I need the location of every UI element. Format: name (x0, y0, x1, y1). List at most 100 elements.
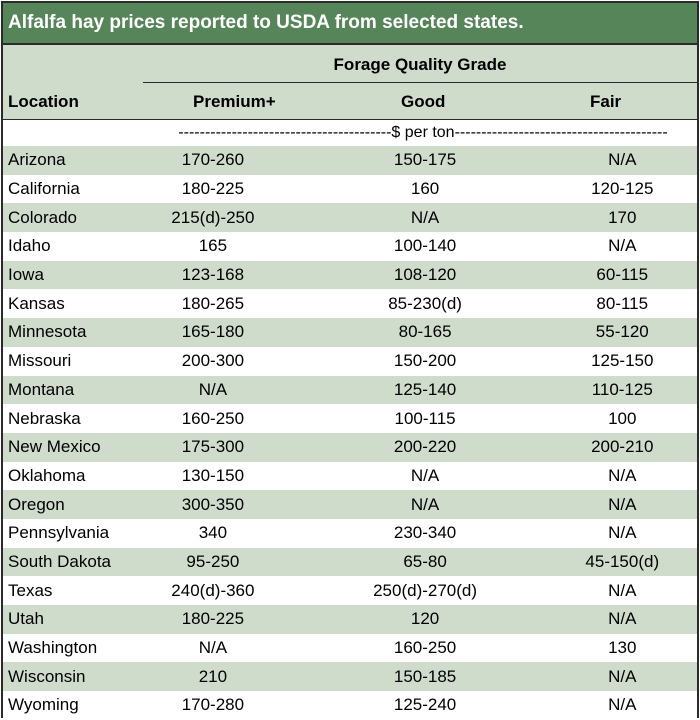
location-cell: Nebraska (8, 408, 81, 428)
fair-cell: 45-150(d) (585, 551, 660, 571)
fair-cell: 55-120 (595, 322, 649, 342)
premium-cell: 180-225 (181, 179, 245, 199)
table-row: Washington N/A 160-250 130 (3, 633, 697, 663)
forage-quality-grade-label: Forage Quality Grade (333, 55, 507, 74)
fair-cell: N/A (608, 150, 637, 170)
table-row: Nebraska 160-250 100-115 100 (3, 404, 697, 433)
premium-cell: N/A (198, 379, 228, 399)
fair-cell: 200-210 (591, 437, 654, 457)
premium-cell: 165 (198, 236, 228, 256)
location-cell: Minnesota (8, 322, 87, 342)
location-cell: Missouri (8, 351, 72, 371)
premium-cell: 123-168 (181, 265, 245, 285)
location-cell: Texas (8, 580, 53, 600)
good-cell: 65-80 (403, 551, 447, 571)
premium-cell: 130-150 (181, 465, 245, 485)
table-row: Texas 240(d)-360 250(d)-270(d) N/A (3, 576, 697, 605)
header-divider (143, 82, 697, 83)
premium-cell: 180-225 (181, 609, 245, 629)
fair-cell: N/A (608, 465, 637, 485)
table-row: Kansas 180-265 85-230(d) 80-115 (3, 289, 697, 319)
table-body: Arizona 170-260 150-175 N/A California 180-22… (3, 146, 697, 720)
good-cell: 125-240 (393, 695, 457, 715)
premium-cell: N/A (198, 638, 228, 658)
fair-cell: 80-115 (596, 293, 649, 313)
premium-cell: 200-300 (181, 351, 245, 371)
premium-cell: 300-350 (181, 494, 245, 514)
premium-cell: 165-180 (181, 322, 245, 342)
location-cell: Washington (8, 638, 98, 658)
location-cell: California (8, 179, 80, 199)
table-row: Iowa 123-168 108-120 60-115 (3, 260, 697, 290)
location-cell: Oklahoma (8, 465, 86, 485)
good-cell: 125-140 (393, 379, 457, 399)
premium-cell: 340 (198, 523, 228, 543)
location-cell: Montana (8, 379, 75, 399)
good-cell: 230-340 (393, 523, 457, 543)
premium-cell: 160-250 (181, 408, 245, 428)
table-row: Wisconsin 210 150-185 N/A (3, 662, 697, 692)
table-row: Arizona 170-260 150-175 N/A (3, 146, 697, 175)
good-cell: N/A (410, 207, 440, 227)
good-cell: 150-200 (393, 351, 457, 371)
fair-header: Fair (590, 92, 622, 111)
fair-cell: 125-150 (591, 351, 654, 371)
premium-header: Premium+ (193, 92, 276, 111)
premium-cell: 175-300 (181, 437, 245, 457)
location-cell: Kansas (8, 293, 65, 313)
good-cell: 100-140 (393, 236, 457, 256)
table-row: Colorado 215(d)-250 N/A 170 (3, 203, 697, 233)
premium-cell: 170-260 (181, 150, 245, 170)
good-cell: 108-120 (393, 265, 457, 285)
table-row: Utah 180-225 120 N/A (3, 605, 697, 634)
fair-cell: N/A (608, 666, 637, 686)
table-row: Montana N/A 125-140 110-125 (3, 375, 697, 405)
location-cell: Pennsylvania (8, 523, 110, 543)
table-row: Pennsylvania 340 230-340 N/A (3, 518, 697, 548)
fair-cell: N/A (608, 695, 637, 715)
table-header: Forage Quality Grade Location Premium+ G… (3, 45, 697, 120)
table-row: New Mexico 175-300 200-220 200-210 (3, 432, 697, 462)
location-cell: Oregon (8, 494, 65, 514)
good-cell: 250(d)-270(d) (373, 580, 478, 600)
fair-cell: N/A (608, 523, 637, 543)
fair-cell: N/A (608, 580, 637, 600)
good-cell: 85-230(d) (388, 293, 462, 313)
location-cell: Iowa (8, 265, 44, 285)
good-cell: 160 (410, 179, 440, 199)
fair-cell: N/A (608, 236, 637, 256)
location-cell: Wisconsin (8, 666, 86, 686)
good-cell: 160-250 (393, 638, 457, 658)
fair-cell: 120-125 (591, 179, 654, 199)
location-cell: Utah (8, 609, 44, 629)
table-row: Idaho 165 100-140 N/A (3, 232, 697, 261)
table-row: South Dakota 95-250 65-80 45-150(d) (3, 547, 697, 577)
fair-cell: N/A (608, 494, 637, 514)
premium-cell: 215(d)-250 (171, 207, 255, 227)
good-cell: 150-185 (393, 666, 457, 686)
fair-cell: 130 (608, 638, 637, 658)
location-header: Location (8, 92, 79, 111)
good-cell: 150-175 (393, 150, 457, 170)
table-title: Alfalfa hay prices reported to USDA from… (3, 3, 697, 45)
location-cell: Idaho (8, 236, 51, 256)
premium-cell: 210 (198, 666, 228, 686)
premium-cell: 240(d)-360 (171, 580, 255, 600)
table-row: Wyoming 170-280 125-240 N/A (3, 691, 697, 720)
table-row: Oregon 300-350 N/A N/A (3, 490, 697, 519)
location-cell: South Dakota (8, 551, 112, 571)
fair-cell: 170 (608, 207, 637, 227)
units-label: ----------------------------------------… (178, 124, 668, 141)
fair-cell: N/A (608, 609, 637, 629)
good-cell: 200-220 (393, 437, 457, 457)
location-cell: Wyoming (8, 695, 79, 715)
location-cell: New Mexico (8, 437, 101, 457)
units-row: ----------------------------------------… (3, 120, 697, 146)
location-cell: Colorado (8, 207, 77, 227)
good-cell: N/A (410, 494, 440, 514)
fair-cell: 60-115 (596, 265, 649, 285)
good-cell: 80-165 (398, 322, 452, 342)
table-row: Missouri 200-300 150-200 125-150 (3, 346, 697, 376)
good-cell: N/A (410, 465, 440, 485)
